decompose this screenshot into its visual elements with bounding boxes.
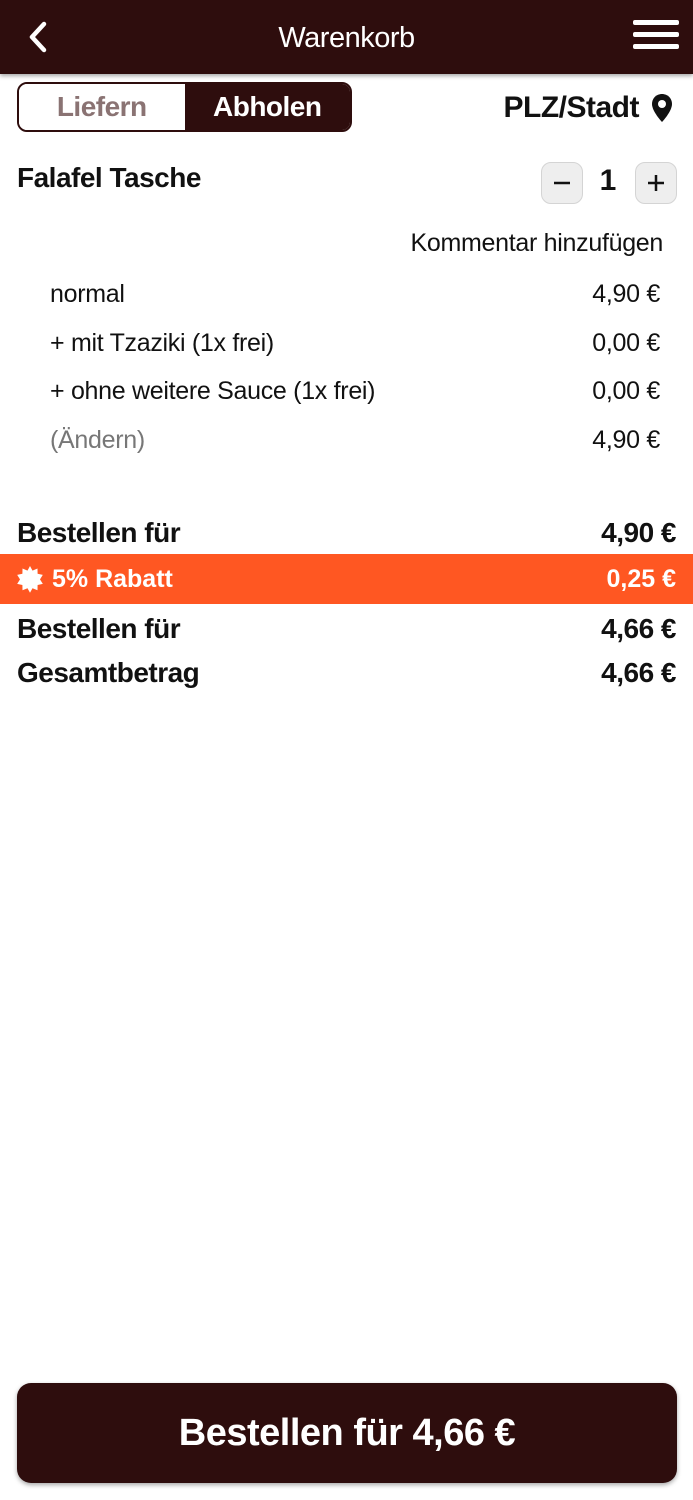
option-row: (Ändern) 4,90 € [50, 422, 660, 458]
change-options-link[interactable]: (Ändern) [50, 425, 145, 454]
back-button[interactable] [18, 17, 58, 57]
option-price: 0,00 € [592, 328, 660, 357]
option-price: 4,90 € [592, 279, 660, 308]
plus-icon [648, 175, 664, 191]
quantity-value: 1 [599, 164, 617, 197]
total-label: Gesamtbetrag [17, 657, 200, 688]
cart-item-name: Falafel Tasche [17, 162, 201, 193]
add-comment-link[interactable]: Kommentar hinzufügen [410, 229, 664, 257]
option-label: + ohne weitere Sauce (1x frei) [50, 376, 376, 405]
increase-quantity-button[interactable] [635, 162, 677, 204]
total-value: 4,66 € [601, 657, 676, 688]
option-row: + mit Tzaziki (1x frei) 0,00 € [50, 325, 660, 361]
tab-abholen[interactable]: Abholen [184, 84, 350, 130]
subtotal-row: Bestellen für 4,90 € [17, 513, 676, 553]
discount-badge-icon [17, 566, 43, 593]
hamburger-menu-icon [633, 20, 679, 25]
option-label: + mit Tzaziki (1x frei) [50, 328, 274, 357]
option-price: 0,00 € [592, 376, 660, 405]
discounted-subtotal-row: Bestellen für 4,66 € [17, 609, 676, 649]
option-row: normal 4,90 € [50, 276, 660, 312]
discounted-subtotal-label: Bestellen für [17, 613, 181, 644]
top-app-bar: Warenkorb [0, 0, 693, 74]
option-price: 4,90 € [592, 425, 660, 454]
option-row: + ohne weitere Sauce (1x frei) 0,00 € [50, 373, 660, 409]
place-order-button[interactable]: Bestellen für 4,66 € [17, 1383, 677, 1483]
location-label: PLZ/Stadt [503, 91, 640, 124]
subtotal-label: Bestellen für [17, 517, 181, 548]
menu-button[interactable] [633, 20, 679, 54]
total-row: Gesamtbetrag 4,66 € [17, 653, 676, 693]
minus-icon [554, 181, 570, 185]
chevron-left-icon [29, 21, 47, 53]
map-pin-icon [652, 94, 672, 122]
option-label: normal [50, 279, 125, 308]
decrease-quantity-button[interactable] [541, 162, 583, 204]
location-selector[interactable]: PLZ/Stadt [504, 84, 674, 132]
delivery-mode-toggle: Liefern Abholen [17, 82, 352, 132]
discounted-subtotal-value: 4,66 € [601, 613, 676, 644]
discount-row: 5% Rabatt 0,25 € [0, 554, 693, 604]
subtotal-value: 4,90 € [601, 517, 676, 548]
tab-liefern[interactable]: Liefern [19, 84, 185, 130]
page-title: Warenkorb [278, 22, 415, 54]
discount-label: 5% Rabatt [52, 564, 173, 593]
discount-value: 0,25 € [606, 564, 676, 593]
